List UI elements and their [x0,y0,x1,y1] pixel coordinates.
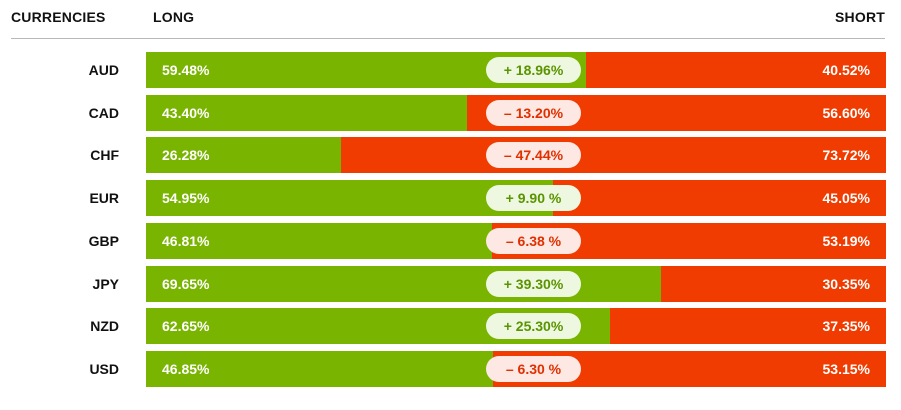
short-bar: 46.85% – 6.30 % 53.15% [146,350,886,387]
currency-label: CHF [90,147,119,164]
currency-row: CHF 26.28% – 47.44% 73.72% [0,137,901,174]
currency-row: AUD 59.48% + 18.96% 40.52% [0,52,901,88]
currency-label: CAD [88,104,119,121]
header-divider [11,38,885,39]
net-change-badge: + 25.30% [486,313,581,340]
short-bar: 59.48% + 18.96% 40.52% [146,52,886,88]
header-long: LONG [153,9,195,25]
short-bar: 43.40% – 13.20% 56.60% [146,94,886,131]
long-value: 59.48% [162,62,210,78]
currency-label: GBP [88,232,119,249]
currency-label: USD [89,360,119,377]
short-bar: 46.81% – 6.38 % 53.19% [146,222,886,259]
currency-row: NZD 62.65% + 25.30% 37.35% [0,308,901,345]
currency-row: CAD 43.40% – 13.20% 56.60% [0,94,901,131]
net-change-badge: + 9.90 % [486,185,581,212]
long-value: 26.28% [162,147,210,164]
short-value: 73.72% [822,147,870,164]
currency-label: AUD [88,62,119,78]
short-value: 53.19% [822,232,870,249]
short-value: 56.60% [822,104,870,121]
currency-label: EUR [89,190,119,207]
long-bar [146,94,468,131]
short-bar: 54.95% + 9.90 % 45.05% [146,180,886,217]
currency-label: JPY [92,275,119,292]
net-change-badge: – 47.44% [486,142,581,169]
long-bar [146,265,662,302]
currency-row: JPY 69.65% + 39.30% 30.35% [0,265,901,302]
long-value: 69.65% [162,275,210,292]
short-bar: 69.65% + 39.30% 30.35% [146,265,886,302]
short-value: 40.52% [822,62,870,78]
long-bar [146,222,493,259]
long-value: 46.85% [162,360,210,377]
header-short: SHORT [835,9,885,25]
short-value: 53.15% [822,360,870,377]
net-change-badge: – 6.38 % [486,227,581,254]
short-bar: 26.28% – 47.44% 73.72% [146,137,886,174]
net-change-badge: + 18.96% [486,57,581,83]
currency-label: NZD [90,318,119,335]
currency-row: GBP 46.81% – 6.38 % 53.19% [0,222,901,259]
net-change-badge: – 13.20% [486,99,581,126]
long-value: 54.95% [162,190,210,207]
short-value: 30.35% [822,275,870,292]
long-bar [146,350,493,387]
long-value: 43.40% [162,104,210,121]
net-change-badge: + 39.30% [486,270,581,297]
short-bar: 62.65% + 25.30% 37.35% [146,308,886,345]
long-bar [146,180,553,217]
long-bar [146,137,341,174]
currency-row: USD 46.85% – 6.30 % 53.15% [0,350,901,387]
currency-row: EUR 54.95% + 9.90 % 45.05% [0,180,901,217]
net-change-badge: – 6.30 % [486,355,581,382]
header-currencies: CURRENCIES [11,9,106,25]
long-value: 62.65% [162,318,210,335]
long-value: 46.81% [162,232,210,249]
short-value: 45.05% [822,190,870,207]
short-value: 37.35% [822,318,870,335]
